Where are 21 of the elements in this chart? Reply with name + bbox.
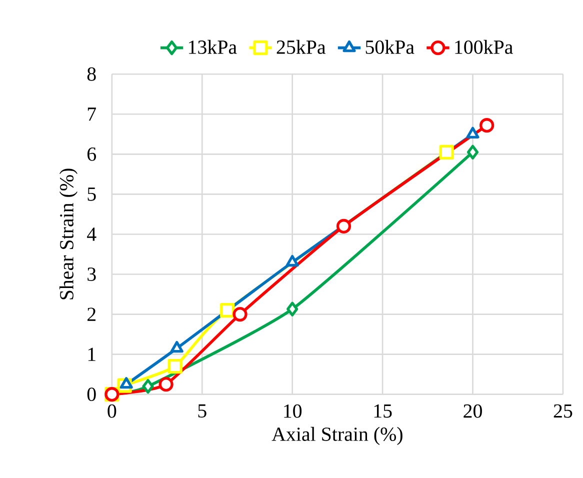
x-axis-title: Axial Strain (%) [272,427,402,446]
legend-label: 25kPa [276,40,326,54]
x-tick-label: 25 [554,404,572,418]
legend-label: 50kPa [366,40,414,54]
y-axis-title: Shear Strain (%) [59,168,78,300]
x-tick-label: 10 [284,404,302,418]
x-tick-label: 15 [374,404,392,418]
y-tick-label: 8 [87,68,96,82]
y-tick-label: 0 [87,388,96,402]
y-tick-label: 6 [87,148,96,162]
x-tick-label: 20 [464,404,482,418]
y-tick-label: 5 [88,188,96,202]
y-tick-label: 7 [88,108,96,121]
y-tick-label: 4 [87,228,96,242]
y-tick-label: 3 [88,268,96,282]
y-tick-label: 2 [88,308,96,322]
legend-label: 100kPa [455,40,513,54]
x-tick-label: 0 [108,404,116,418]
y-tick-label: 1 [88,348,96,362]
x-tick-label: 5 [198,404,206,418]
legend-label: 13kPa [189,40,237,54]
